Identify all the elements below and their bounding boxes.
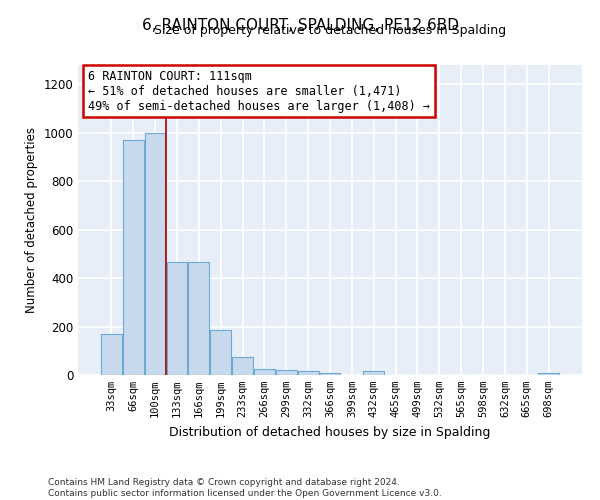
Title: Size of property relative to detached houses in Spalding: Size of property relative to detached ho… bbox=[154, 24, 506, 38]
Bar bbox=[298, 372, 319, 375]
X-axis label: Distribution of detached houses by size in Spalding: Distribution of detached houses by size … bbox=[169, 426, 491, 438]
Bar bbox=[188, 262, 209, 375]
Bar bbox=[210, 330, 231, 375]
Bar bbox=[123, 140, 143, 375]
Bar bbox=[167, 262, 187, 375]
Bar bbox=[254, 369, 275, 375]
Bar bbox=[276, 370, 296, 375]
Bar bbox=[364, 372, 384, 375]
Text: 6, RAINTON COURT, SPALDING, PE12 6BD: 6, RAINTON COURT, SPALDING, PE12 6BD bbox=[142, 18, 458, 32]
Text: Contains HM Land Registry data © Crown copyright and database right 2024.
Contai: Contains HM Land Registry data © Crown c… bbox=[48, 478, 442, 498]
Text: 6 RAINTON COURT: 111sqm
← 51% of detached houses are smaller (1,471)
49% of semi: 6 RAINTON COURT: 111sqm ← 51% of detache… bbox=[88, 70, 430, 112]
Bar bbox=[145, 133, 166, 375]
Bar bbox=[320, 372, 340, 375]
Bar bbox=[538, 372, 559, 375]
Y-axis label: Number of detached properties: Number of detached properties bbox=[25, 127, 38, 313]
Bar bbox=[232, 357, 253, 375]
Bar bbox=[101, 334, 122, 375]
